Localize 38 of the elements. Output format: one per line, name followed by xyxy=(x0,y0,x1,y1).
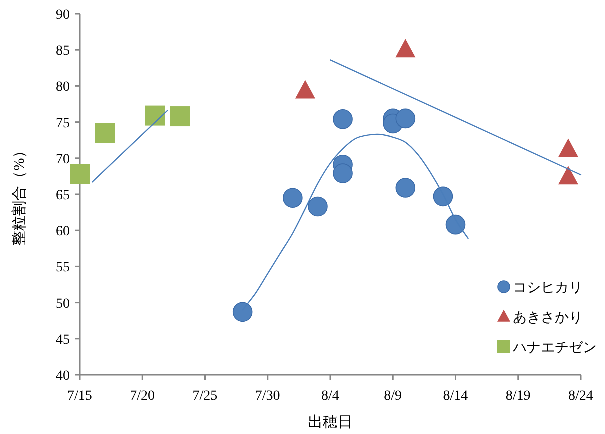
x-axis-title: 出穂日 xyxy=(308,414,353,431)
y-tick-label: 45 xyxy=(56,332,70,348)
point xyxy=(95,123,116,144)
y-tick-label: 70 xyxy=(56,152,70,168)
x-tick-label: 8/4 xyxy=(322,389,340,404)
x-tick-label: 8/24 xyxy=(568,389,594,404)
y-tick-label: 50 xyxy=(56,296,70,312)
point xyxy=(170,106,190,127)
point xyxy=(283,188,303,208)
x-tick-label: 8/19 xyxy=(506,389,531,404)
point xyxy=(396,108,416,129)
x-tick-label: 7/25 xyxy=(192,389,218,404)
x-tick-label: 7/30 xyxy=(255,389,280,404)
point xyxy=(446,214,466,235)
point xyxy=(70,164,90,184)
x-tick-label: 8/14 xyxy=(443,389,468,404)
y-tick-label: 80 xyxy=(56,80,70,96)
y-tick-label: 60 xyxy=(56,224,70,240)
y-tick-label: 90 xyxy=(56,8,70,23)
point xyxy=(308,196,328,217)
y-axis-title: 整粒割合（%） xyxy=(11,143,28,246)
point xyxy=(333,164,353,184)
y-tick-label: 75 xyxy=(56,116,70,132)
point xyxy=(396,178,416,198)
legend-label: あきさかり xyxy=(513,311,583,326)
y-tick-label: 55 xyxy=(56,260,70,276)
point xyxy=(333,110,353,130)
x-tick-label: 8/9 xyxy=(384,389,402,404)
point xyxy=(433,186,454,207)
y-tick-label: 85 xyxy=(56,44,70,60)
x-tick-label: 7/15 xyxy=(68,389,92,404)
x-tick-label: 7/20 xyxy=(130,389,156,404)
y-tick-label: 40 xyxy=(56,369,70,384)
legend-label: コシヒカリ xyxy=(513,281,583,296)
point xyxy=(145,106,166,126)
y-tick-label: 65 xyxy=(56,188,70,204)
legend-label: ハナエチゼン xyxy=(512,341,597,356)
point xyxy=(232,302,253,322)
